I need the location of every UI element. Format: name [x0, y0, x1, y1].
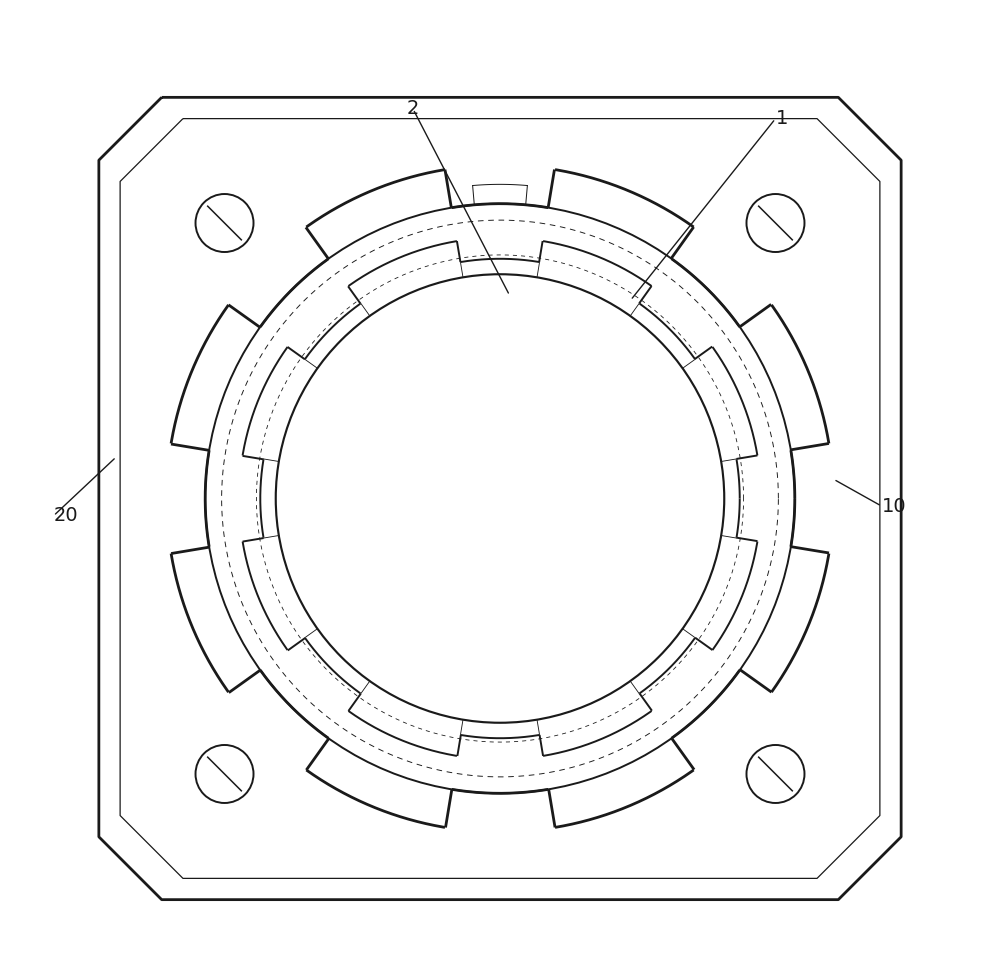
Text: 10: 10	[882, 497, 906, 516]
Text: 2: 2	[407, 100, 419, 118]
Text: 20: 20	[53, 506, 78, 526]
Text: 1: 1	[775, 109, 788, 128]
